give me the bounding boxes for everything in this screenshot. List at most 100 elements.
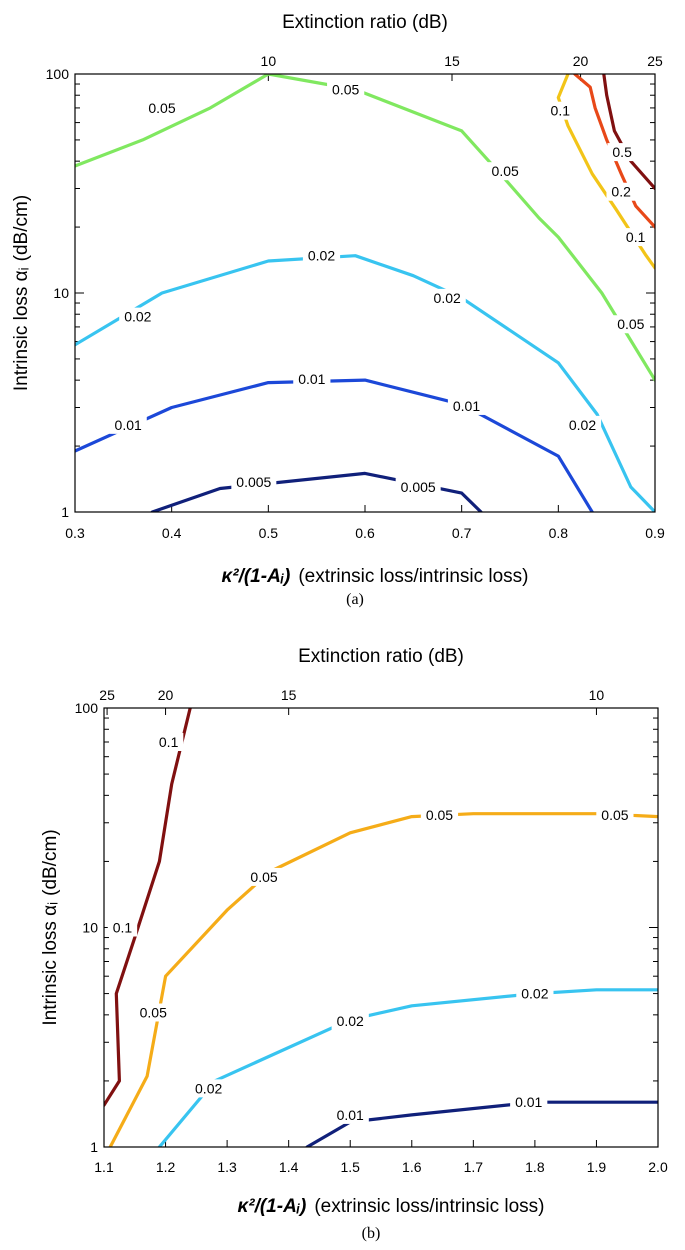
contour-label: 0.005 (401, 479, 436, 495)
x-tick-label: 1.4 (279, 1159, 299, 1175)
contour-label-bg (516, 984, 554, 1003)
x2-tick-label: 20 (573, 53, 589, 69)
y-axis-title: Intrinsic loss αᵢ (dB/cm) (11, 195, 32, 391)
contour-label-bg (612, 315, 650, 334)
x-axis-title: κ²/(1-Aᵢ) (extrinsic loss/intrinsic loss) (221, 566, 528, 587)
x-tick-label: 1.1 (94, 1159, 114, 1175)
x-axis-text: (extrinsic loss/intrinsic loss) (298, 566, 528, 587)
x2-axis-title: Extinction ratio (dB) (298, 646, 464, 667)
contour-label-bg (606, 182, 636, 201)
panel-caption: (a) (346, 591, 364, 608)
contour-label-bg (607, 143, 637, 162)
contour-line-0_5 (602, 74, 655, 191)
contour-label: 0.05 (140, 1004, 167, 1020)
contour-label-bg (293, 369, 331, 388)
contour-label: 0.005 (236, 474, 271, 490)
x-axis-text: (extrinsic loss/intrinsic loss) (314, 1196, 544, 1217)
contour-label: 0.1 (626, 229, 646, 245)
contour-label: 0.05 (492, 163, 519, 179)
y-tick-label: 100 (75, 700, 99, 716)
x2-axis-title: Extinction ratio (dB) (282, 12, 448, 33)
x-tick-label: 1.8 (525, 1159, 545, 1175)
contour-label: 0.02 (195, 1080, 222, 1096)
contour-label: 0.02 (124, 309, 151, 325)
x-axis-symbol: κ²/(1-Aᵢ) (221, 566, 290, 587)
x-axis-symbol: κ²/(1-Aᵢ) (237, 1196, 306, 1217)
contour-label-bg (107, 918, 138, 937)
contour-label-bg (327, 80, 365, 99)
contour-line-0_1 (104, 708, 192, 1107)
y-axis-unit: (dB/cm) (11, 195, 32, 262)
contour-line-0_02 (157, 988, 658, 1147)
contour-label-bg (420, 806, 459, 825)
contour-label: 0.05 (250, 869, 277, 885)
x-tick-label: 0.6 (355, 525, 375, 541)
contour-label: 0.01 (298, 371, 325, 387)
x-tick-label: 1.3 (217, 1159, 237, 1175)
contour-label: 0.2 (611, 184, 631, 200)
x-tick-label: 0.9 (645, 525, 665, 541)
contour-label: 0.02 (434, 290, 461, 306)
x-tick-label: 0.8 (549, 525, 569, 541)
contour-label: 0.02 (308, 248, 335, 264)
x2-tick-label: 25 (99, 687, 115, 703)
contour-label-bg (119, 307, 157, 326)
x-tick-label: 0.7 (452, 525, 472, 541)
y-tick-label: 100 (46, 66, 70, 82)
contour-label: 0.01 (115, 417, 142, 433)
x-tick-label: 0.4 (162, 525, 182, 541)
contour-label: 0.01 (515, 1094, 542, 1110)
contour-label-bg (302, 246, 341, 265)
contour-label: 0.01 (453, 398, 480, 414)
y-tick-label: 10 (53, 285, 69, 301)
x-axis-title: κ²/(1-Aᵢ) (extrinsic loss/intrinsic loss) (237, 1196, 544, 1217)
x2-tick-label: 10 (589, 687, 605, 703)
contour-line-0_02 (75, 254, 655, 512)
contour-group (104, 708, 658, 1147)
contour-label: 0.05 (601, 807, 628, 823)
contour-label-bg (190, 1079, 228, 1098)
x-tick-label: 1.2 (156, 1159, 176, 1175)
x-tick-label: 0.3 (65, 525, 85, 541)
contour-label: 0.1 (159, 734, 179, 750)
contour-label: 0.05 (426, 807, 453, 823)
panel-b: 1 10 100 1.1 1.2 1.3 1.4 1.5 1.6 1.7 1.8 1.9 2.0 25 20… (40, 646, 668, 1242)
x2-tick-label: 20 (158, 687, 174, 703)
contour-label-bg (231, 473, 277, 492)
contour-line-0_005 (150, 471, 483, 512)
plot-frame (103, 707, 659, 1148)
contour-label: 0.01 (337, 1107, 364, 1123)
contour-label-bg (510, 1093, 548, 1112)
y-tick-label: 10 (82, 920, 98, 936)
panel-a: 1 10 100 0.3 0.4 0.5 0.6 0.7 0.8 0.9 10 15 20 25 Extin… (11, 12, 665, 608)
x-tick-label: 0.5 (259, 525, 279, 541)
contour-label-bg (109, 415, 147, 434)
x2-tick-label: 25 (647, 53, 663, 69)
contour-label: 0.05 (332, 81, 359, 97)
panel-caption: (b) (362, 1225, 381, 1242)
contour-label-bg (447, 396, 486, 415)
contour-line-0_1 (556, 74, 655, 270)
contour-label-bg (153, 733, 184, 752)
contour-label-bg (545, 101, 575, 120)
x-tick-label: 1.7 (464, 1159, 484, 1175)
y-axis-unit: (dB/cm) (40, 829, 61, 896)
contour-line-0_01 (75, 378, 594, 512)
contour-label-bg (331, 1105, 369, 1124)
y-axis-text: Intrinsic loss αᵢ (11, 267, 32, 391)
contour-label-bg (596, 806, 634, 825)
contour-group (75, 74, 655, 512)
contour-label: 0.1 (551, 103, 571, 119)
contour-label: 0.5 (612, 144, 632, 160)
contour-line-0_2 (573, 74, 655, 229)
contour-label: 0.02 (569, 417, 596, 433)
contour-label: 0.05 (617, 316, 644, 332)
contour-label-bg (620, 228, 651, 247)
contour-label-bg (486, 162, 524, 181)
contour-label-bg (563, 415, 602, 434)
y-axis-text: Intrinsic loss αᵢ (40, 902, 61, 1026)
x-tick-label: 2.0 (648, 1159, 668, 1175)
x-tick-label: 1.6 (402, 1159, 422, 1175)
